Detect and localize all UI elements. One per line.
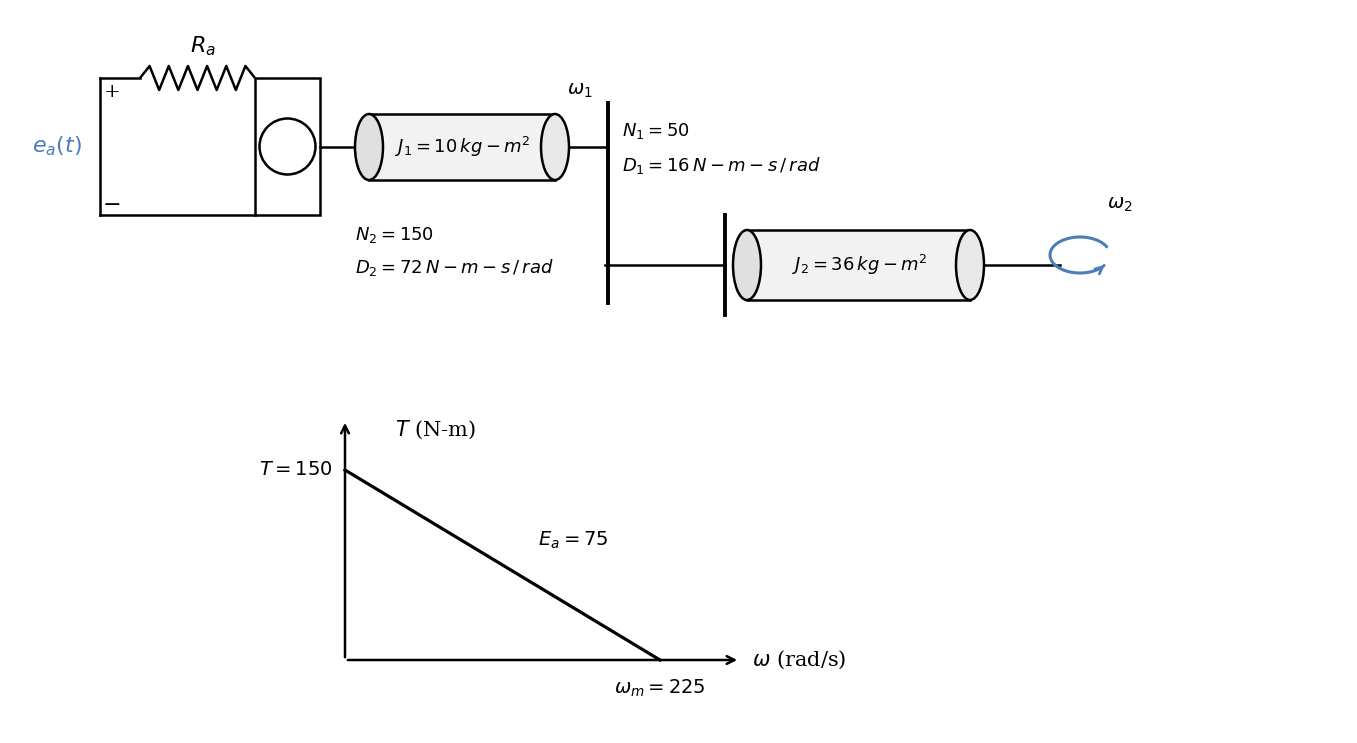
Text: $T$ (N-m): $T$ (N-m) (395, 419, 476, 441)
Bar (369, 114, 555, 180)
Text: $\omega_m = 225$: $\omega_m = 225$ (615, 678, 706, 698)
Text: $J_2 = 36\,kg - m^2$: $J_2 = 36\,kg - m^2$ (791, 253, 927, 277)
Ellipse shape (541, 114, 569, 180)
Text: $N_2 = 150$: $N_2 = 150$ (356, 225, 434, 245)
Text: $D_2 = 72\,N - m - s\,/\,rad$: $D_2 = 72\,N - m - s\,/\,rad$ (356, 258, 554, 279)
Text: $e_a(t)$: $e_a(t)$ (33, 134, 81, 158)
Bar (746, 230, 970, 300)
Text: $T = 150$: $T = 150$ (259, 461, 332, 479)
Ellipse shape (733, 230, 761, 300)
Text: $N_1 = 50$: $N_1 = 50$ (622, 121, 689, 141)
Text: $E_a = 75$: $E_a = 75$ (537, 529, 608, 551)
Text: $\omega_1$: $\omega_1$ (567, 82, 593, 100)
Text: $R_a$: $R_a$ (190, 34, 216, 58)
Bar (255, 78, 320, 215)
Ellipse shape (955, 230, 984, 300)
Text: $\omega$ (rad/s): $\omega$ (rad/s) (752, 649, 847, 671)
Text: $J_1 = 10\,kg - m^2$: $J_1 = 10\,kg - m^2$ (395, 135, 531, 159)
Text: $D_1 = 16\,N - m - s\,/\,rad$: $D_1 = 16\,N - m - s\,/\,rad$ (622, 155, 821, 175)
Text: +: + (103, 83, 121, 101)
Text: $\omega_2$: $\omega_2$ (1107, 196, 1133, 214)
Text: −: − (103, 194, 121, 216)
Ellipse shape (356, 114, 383, 180)
